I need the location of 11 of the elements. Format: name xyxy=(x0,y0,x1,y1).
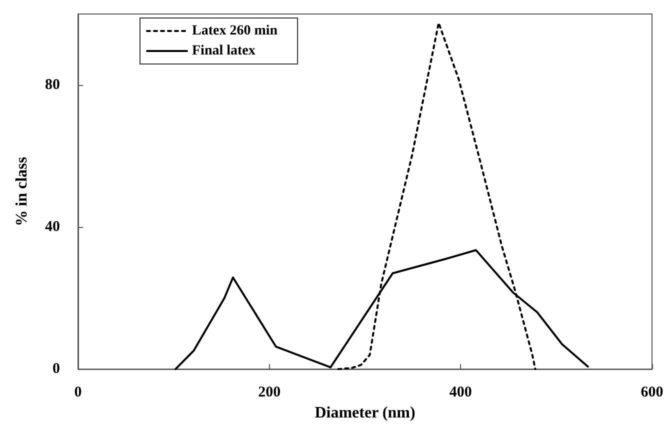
x-tick-label: 200 xyxy=(258,384,281,401)
x-tick-label: 600 xyxy=(640,384,664,401)
x-axis-title: Diameter (nm) xyxy=(314,404,416,422)
y-axis-title: % in class xyxy=(14,156,30,226)
y-tick-label: 40 xyxy=(45,219,60,236)
y-tick-label: 0 xyxy=(52,361,60,378)
x-tick-label: 0 xyxy=(74,384,82,401)
x-tick-label: 400 xyxy=(449,384,472,401)
legend-label: Final latex xyxy=(192,44,256,58)
y-tick-label: 80 xyxy=(45,77,60,94)
legend-label: Latex 260 min xyxy=(192,24,278,38)
